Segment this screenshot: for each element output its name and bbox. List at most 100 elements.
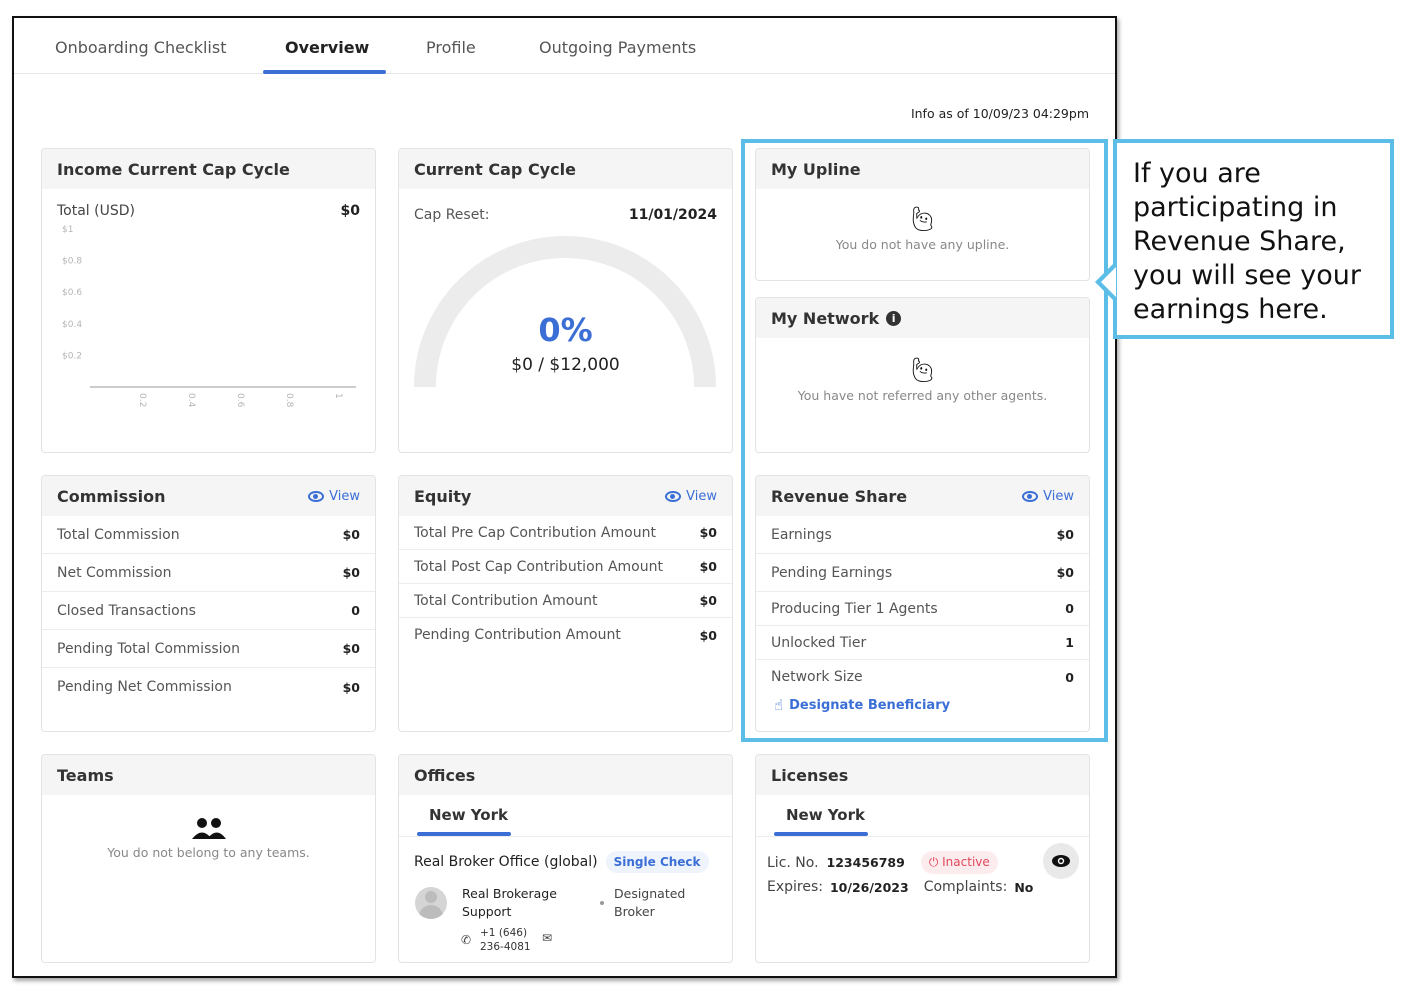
expires-label: Expires: <box>767 879 823 895</box>
tab-bar: Onboarding Checklist Overview Profile Ou… <box>14 18 1115 74</box>
tab-outgoing-payments[interactable]: Outgoing Payments <box>539 38 697 57</box>
income-card-header: Income Current Cap Cycle <box>42 149 375 189</box>
license-number-row: Lic. No. 123456789 ⏻︎ Inactive <box>767 851 998 874</box>
eye-icon <box>308 490 325 502</box>
x-tick-label: 1 <box>333 393 343 399</box>
row-value: $0 <box>1056 565 1074 580</box>
cap-reset-date: 11/01/2024 <box>628 207 717 223</box>
table-row: Closed Transactions 0 <box>42 592 375 630</box>
equity-view-link[interactable]: View <box>665 489 717 504</box>
callout-box: If you are participating in Revenue Shar… <box>1113 139 1394 339</box>
network-header: My Network i <box>756 298 1089 338</box>
row-value: 0 <box>351 603 360 618</box>
commission-title: Commission <box>57 486 166 506</box>
active-tab-indicator <box>263 70 386 74</box>
office-name-row: Real Broker Office (global) Single Check <box>414 851 709 873</box>
table-row: Pending Total Commission $0 <box>42 630 375 668</box>
row-label: Total Post Cap Contribution Amount <box>414 558 663 575</box>
licenses-tab-indicator <box>774 832 868 836</box>
row-value: $0 <box>699 525 717 540</box>
income-total-row: Total (USD) $0 <box>42 189 375 219</box>
commission-view-label: View <box>329 488 360 504</box>
teams-header: Teams <box>42 755 375 795</box>
y-tick-label: $0.8 <box>62 257 82 267</box>
row-label: Network Size <box>771 669 863 685</box>
row-label: Unlocked Tier <box>771 634 867 651</box>
separator-dot <box>600 901 604 905</box>
phone-icon: ✆︎ <box>461 933 472 947</box>
eye-icon <box>665 490 682 502</box>
upline-header: My Upline <box>756 149 1089 189</box>
table-row: Pending Net Commission $0 <box>42 668 375 706</box>
cap-cycle-title: Current Cap Cycle <box>414 159 576 179</box>
table-row: Pending Contribution Amount $0 <box>399 618 732 652</box>
designate-beneficiary-label: Designate Beneficiary <box>789 697 951 713</box>
row-value: $0 <box>342 679 360 695</box>
offices-card: Offices New York Real Broker Office (glo… <box>398 754 733 963</box>
view-license-button[interactable] <box>1043 843 1079 879</box>
commission-card: Commission View Total Commission $0 Net C… <box>41 475 376 732</box>
contact-role: Designated Broker <box>614 886 686 919</box>
network-title-group: My Network i <box>771 308 902 328</box>
license-number-label: Lic. No. <box>767 854 819 871</box>
commission-view-link[interactable]: View <box>308 489 360 504</box>
office-name: Real Broker Office (global) <box>414 854 598 870</box>
table-row: Producing Tier 1 Agents 0 <box>756 592 1089 626</box>
offices-tab-new-york[interactable]: New York <box>429 806 508 824</box>
x-tick-label: 0.4 <box>186 393 196 408</box>
row-value: 1 <box>1065 635 1074 650</box>
tab-overview[interactable]: Overview <box>285 38 370 57</box>
group-icon <box>192 818 226 839</box>
network-card: My Network i 🙋︎ You have not referred an… <box>755 297 1090 453</box>
table-row: Network Size 0 <box>756 660 1089 694</box>
row-label: Earnings <box>771 526 832 543</box>
table-row: Total Post Cap Contribution Amount $0 <box>399 550 732 584</box>
table-row: Pending Earnings $0 <box>756 554 1089 592</box>
licenses-header: Licenses <box>756 755 1089 795</box>
cap-reset-label: Cap Reset: <box>414 207 490 223</box>
licenses-card: Licenses New York Lic. No. 123456789 ⏻︎ … <box>755 754 1090 963</box>
mail-icon[interactable]: ✉︎ <box>542 931 553 945</box>
revenue-share-card: Revenue Share View Earnings $0 Pending Ea… <box>755 475 1090 732</box>
row-label: Total Contribution Amount <box>414 592 598 609</box>
divider <box>399 836 732 837</box>
inactive-status-badge: ⏻︎ Inactive <box>920 851 998 874</box>
tab-onboarding-checklist[interactable]: Onboarding Checklist <box>55 38 227 57</box>
revenue-share-view-link[interactable]: View <box>1022 489 1074 504</box>
callout-text: If you are participating in Revenue Shar… <box>1133 158 1361 325</box>
row-label: Total Commission <box>57 526 180 543</box>
eye-icon <box>1022 490 1039 502</box>
licenses-tab-new-york[interactable]: New York <box>786 806 865 824</box>
person-waving-icon: 🙋︎ <box>907 356 938 384</box>
license-status: Inactive <box>942 855 990 869</box>
network-title: My Network <box>771 308 880 328</box>
offices-tab-indicator <box>417 832 511 836</box>
table-row: Net Commission $0 <box>42 554 375 592</box>
designate-beneficiary-link[interactable]: ☝︎ Designate Beneficiary <box>756 694 1089 714</box>
contact-phone[interactable]: +1 (646) 236-4081 <box>480 927 531 953</box>
x-tick-label: 0.6 <box>235 393 245 408</box>
offices-header: Offices <box>399 755 732 795</box>
cap-cycle-header: Current Cap Cycle <box>399 149 732 189</box>
info-icon[interactable]: i <box>886 310 902 326</box>
table-row: Total Commission $0 <box>42 516 375 554</box>
upline-empty-state: 🙋︎ You do not have any upline. <box>756 189 1089 252</box>
revenue-share-highlight <box>741 139 1108 742</box>
row-label: Net Commission <box>57 564 172 581</box>
income-total-value: $0 <box>340 203 360 219</box>
person-waving-icon: 🙋︎ <box>907 205 938 233</box>
tab-profile[interactable]: Profile <box>426 38 476 57</box>
income-card-title: Income Current Cap Cycle <box>57 159 290 179</box>
row-value: $0 <box>342 565 360 580</box>
table-row: Earnings $0 <box>756 516 1089 554</box>
complaints-value: No <box>1014 879 1034 895</box>
row-label: Pending Total Commission <box>57 640 240 657</box>
y-tick-label: $0.2 <box>62 351 82 361</box>
eye-icon <box>1052 855 1070 867</box>
row-label: Pending Earnings <box>771 564 893 581</box>
row-label: Pending Net Commission <box>57 679 232 695</box>
income-chart: $1 $0.8 $0.6 $0.4 $0.2 0.2 0.4 0.6 0.8 1 <box>62 225 356 408</box>
income-card: Income Current Cap Cycle Total (USD) $0 … <box>41 148 376 453</box>
contact-name: Real Brokerage Support <box>462 886 557 919</box>
y-tick-label: $1 <box>62 225 73 235</box>
